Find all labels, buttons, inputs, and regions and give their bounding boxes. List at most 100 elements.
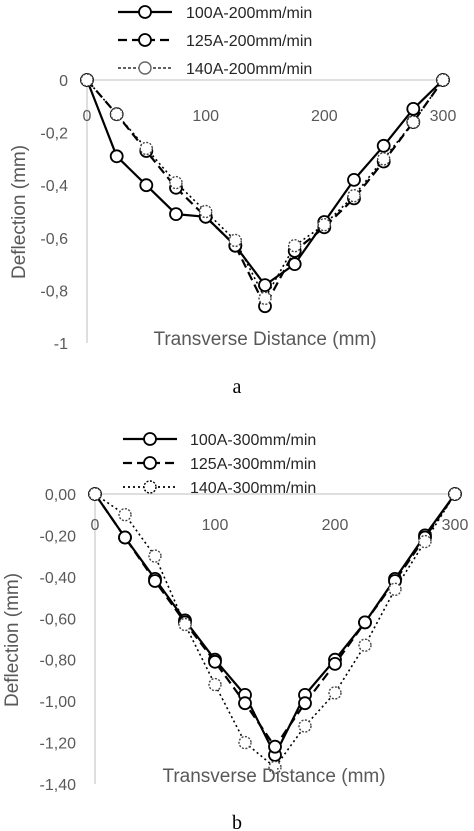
data-point-b-1-2 [148, 574, 162, 588]
series-line-b-0 [94, 493, 456, 757]
legend-label-a-2: 140A-200mm/min [186, 61, 312, 78]
data-point-b-2-5 [238, 735, 252, 750]
data-point-a-2-0 [80, 73, 94, 87]
x-tick-label-b-3: 300 [442, 517, 469, 534]
x-tick-label-b-2: 200 [322, 517, 349, 534]
data-point-a-2-10 [377, 152, 391, 166]
chart-panel-a: 100A-200mm/min 125A-200mm/min 140A-200mm… [9, 5, 456, 398]
data-point-b-2-9 [358, 638, 372, 652]
x-ticks-a: 0 100 200 300 [83, 108, 457, 125]
data-point-a-2-8 [317, 217, 331, 232]
legend-marker-b-0 [143, 432, 157, 446]
x-tick-label-a-0: 0 [83, 108, 92, 125]
series-line-b-1 [94, 493, 456, 748]
data-point-b-1-1 [118, 530, 132, 545]
data-point-b-1-9 [358, 615, 372, 630]
legend-label-a-1: 125A-200mm/min [186, 33, 312, 50]
y-axis-title-b: Deflection (mm) [2, 573, 23, 707]
data-point-a-2-3 [169, 175, 183, 190]
series-line-a-2 [86, 79, 444, 300]
legend-marker-b-1 [143, 456, 157, 470]
data-point-b-2-7 [298, 719, 312, 733]
data-point-a-2-2 [139, 141, 154, 156]
x-ticks-b: 0 100 200 300 [91, 517, 469, 534]
legend-item-b-0: 100A-300mm/min [123, 432, 316, 449]
data-point-b-2-10 [388, 582, 402, 596]
data-point-b-2-1 [118, 508, 132, 522]
x-tick-label-a-2: 200 [311, 108, 338, 125]
panel-caption-a: a [233, 376, 242, 398]
y-tick-label-b-5: -1,00 [40, 694, 77, 711]
data-point-a-2-4 [198, 204, 213, 219]
data-point-a-2-9 [347, 188, 361, 203]
data-point-b-2-0 [88, 487, 102, 501]
legend-item-a-1: 125A-200mm/min [118, 33, 312, 50]
legend-item-a-2: 140A-200mm/min [118, 61, 312, 78]
series-group-b [88, 487, 462, 775]
x-tick-label-a-1: 100 [192, 108, 219, 125]
y-tick-label-b-0: 0,00 [45, 487, 76, 504]
legend-item-b-2: 140A-300mm/min [123, 480, 316, 497]
data-point-a-0-6 [258, 278, 272, 293]
series-group-a [80, 73, 450, 314]
y-tick-label-b-7: -1,40 [40, 777, 77, 794]
y-ticks-a: 0 -0,2 -0,4 -0,6 -0,8 -1 [40, 73, 68, 353]
legend-label-a-0: 100A-200mm/min [186, 5, 312, 22]
data-point-b-1-6 [268, 739, 282, 754]
data-point-b-2-3 [178, 617, 192, 632]
data-point-b-2-2 [148, 549, 162, 563]
x-axis-title-a: Transverse Distance (mm) [153, 329, 376, 350]
data-point-a-2-1 [109, 107, 124, 121]
data-point-b-1-7 [298, 696, 312, 711]
panel-caption-b: b [232, 812, 242, 831]
legend-label-b-0: 100A-300mm/min [190, 432, 316, 449]
y-axis-title-a: Deflection (mm) [9, 145, 30, 279]
y-tick-label-a-2: -0,4 [40, 178, 68, 195]
legend-label-b-2: 140A-300mm/min [190, 480, 316, 497]
data-point-b-2-6 [268, 760, 282, 775]
legend-marker-a-0 [138, 5, 152, 19]
data-point-b-2-11 [418, 534, 432, 549]
y-tick-label-a-3: -0,6 [40, 231, 68, 248]
series-line-a-1 [86, 79, 444, 308]
x-tick-label-b-1: 100 [202, 517, 229, 534]
y-tick-label-a-1: -0,2 [40, 126, 68, 143]
x-axis-title-b: Transverse Distance (mm) [162, 766, 385, 787]
data-point-a-2-5 [228, 233, 243, 248]
data-point-b-2-4 [208, 677, 222, 692]
y-tick-label-b-1: -0,20 [40, 528, 77, 545]
y-tick-label-a-5: -1 [54, 336, 68, 353]
y-ticks-b: 0,00 -0,20 -0,40 -0,60 -0,80 -1,00 -1,20 -1,40 [40, 487, 77, 794]
data-point-a-0-3 [169, 207, 183, 222]
data-point-a-0-2 [139, 178, 154, 193]
data-point-b-1-5 [238, 696, 252, 711]
series-line-b-2 [94, 493, 456, 769]
legend-a: 100A-200mm/min 125A-200mm/min 140A-200mm… [118, 5, 312, 78]
y-tick-label-b-4: -0,80 [40, 653, 77, 670]
legend-marker-a-2 [138, 61, 152, 75]
legend-item-b-1: 125A-300mm/min [123, 456, 316, 473]
legend-marker-a-1 [138, 33, 152, 47]
data-point-a-2-11 [406, 115, 420, 129]
legend-marker-b-2 [143, 480, 157, 494]
y-tick-label-b-2: -0,40 [40, 570, 77, 587]
y-tick-label-b-6: -1,20 [40, 736, 77, 753]
data-point-b-1-8 [328, 657, 342, 671]
y-tick-label-a-4: -0,8 [40, 283, 68, 300]
data-point-a-0-9 [347, 172, 361, 187]
data-point-a-2-7 [288, 238, 302, 253]
y-tick-label-b-3: -0,60 [40, 611, 77, 628]
x-tick-label-b-0: 0 [91, 517, 100, 534]
x-tick-label-a-3: 300 [430, 108, 457, 125]
data-point-a-0-11 [406, 102, 421, 116]
data-point-a-2-6 [258, 291, 272, 305]
data-point-a-0-7 [287, 257, 302, 272]
data-point-b-1-4 [208, 654, 222, 669]
data-point-a-0-1 [109, 149, 124, 164]
y-tick-label-a-0: 0 [59, 73, 68, 90]
data-point-b-2-8 [328, 686, 342, 700]
data-point-b-2-12 [448, 487, 462, 501]
legend-label-b-1: 125A-300mm/min [190, 456, 316, 473]
legend-item-a-0: 100A-200mm/min [118, 5, 312, 22]
